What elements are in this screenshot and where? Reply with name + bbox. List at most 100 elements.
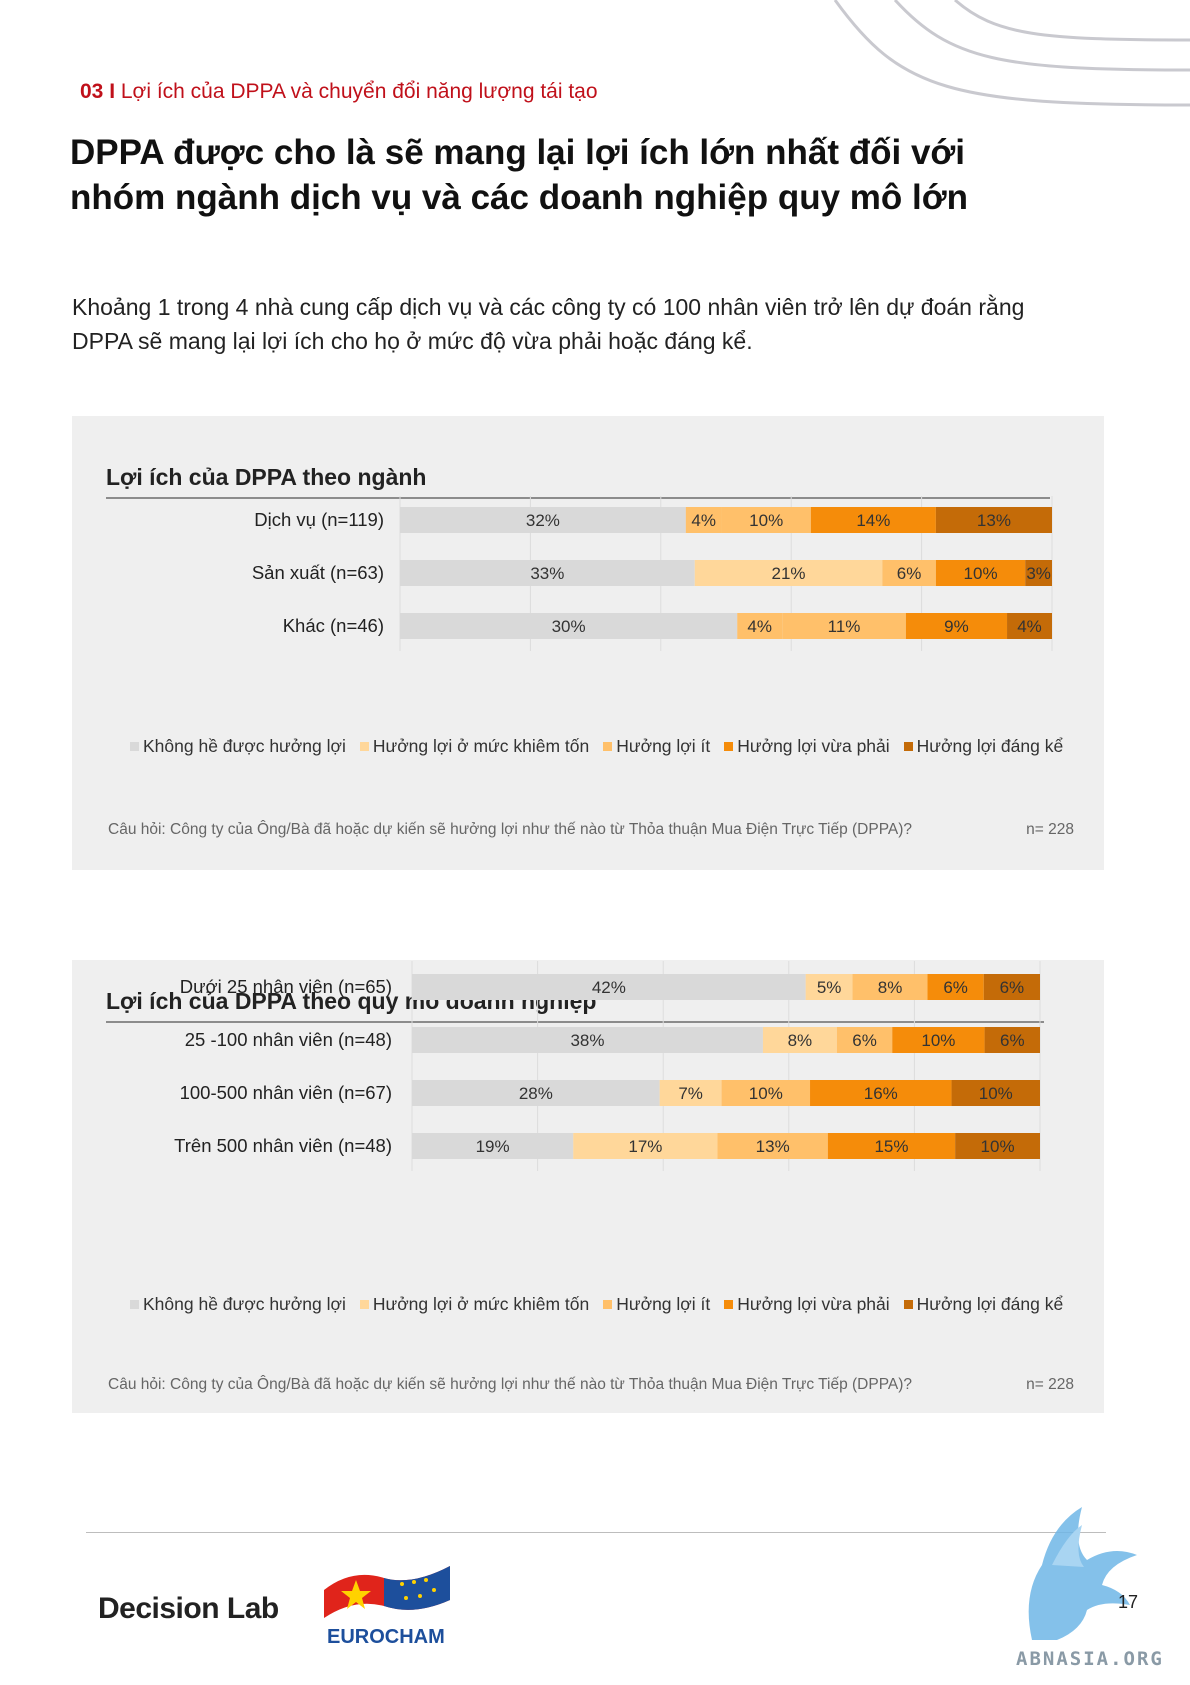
legend-swatch — [903, 742, 913, 751]
griffin-icon — [1028, 1507, 1137, 1640]
category-label: Sản xuất (n=63) — [252, 562, 384, 583]
data-label: 15% — [874, 1137, 908, 1156]
legend-item: Không hề được hưởng lợi — [130, 736, 346, 757]
bar-segment — [762, 1027, 837, 1053]
bar-segment — [400, 613, 738, 639]
legend-item: Hưởng lợi đáng kể — [903, 736, 1064, 757]
category-label: 25 -100 nhân viên (n=48) — [185, 1029, 392, 1050]
bar-segment — [935, 507, 1052, 533]
sample-size: n= 228 — [1026, 1376, 1074, 1393]
bar-segment — [412, 974, 806, 1000]
bar-row: Khác (n=46) 30% 4% 11% 9% 4% — [283, 613, 1052, 639]
bar-segment — [805, 974, 853, 1000]
data-label: 6% — [1000, 978, 1025, 997]
stacked-bar-chart-industry: Dịch vụ (n=119) 32% 4% 10% 14% 13% Sản xuất (n… — [252, 496, 1053, 651]
bar-segment — [412, 1133, 574, 1159]
data-label: 4% — [1017, 617, 1042, 636]
data-label: 10% — [749, 511, 783, 530]
category-label: Dịch vụ (n=119) — [254, 509, 384, 530]
bar-segment — [892, 1027, 985, 1053]
bar-segment — [955, 1133, 1040, 1159]
bar-segment — [951, 1080, 1040, 1106]
chart-panel-industry: Lợi ích của DPPA theo ngành Dịch vụ (n=1… — [72, 416, 1104, 870]
data-label: 6% — [852, 1031, 877, 1050]
legend-label: Hưởng lợi ở mức khiêm tốn — [372, 736, 590, 756]
bar-segment — [412, 1027, 763, 1053]
chart-legend: Không hề được hưởng lợi Hưởng lợi ở mức … — [130, 1294, 1063, 1315]
data-label: 30% — [552, 617, 586, 636]
legend-swatch — [359, 1300, 369, 1309]
data-label: 21% — [772, 564, 806, 583]
bar-segment — [810, 507, 936, 533]
data-label: 5% — [817, 978, 842, 997]
bar-segment — [905, 613, 1008, 639]
data-label: 4% — [747, 617, 772, 636]
data-label: 16% — [864, 1084, 898, 1103]
bar-row: Sản xuất (n=63) 33% 21% 6% 10% 3% — [252, 560, 1052, 586]
data-label: 42% — [592, 978, 626, 997]
data-label: 6% — [897, 564, 922, 583]
data-label: 4% — [691, 511, 716, 530]
data-label: 14% — [856, 511, 890, 530]
bar-row: Dưới 25 nhân viên (n=65) 42% 5% 8% 6% 6% — [180, 974, 1040, 1000]
eurocham-logo-text: EUROCHAM — [327, 1626, 445, 1648]
data-label: 9% — [944, 617, 969, 636]
chart-panel-company-size: Lợi ích của DPPA theo quy mô doanh nghiệ… — [72, 960, 1104, 1413]
legend-item: Hưởng lợi ở mức khiêm tốn — [359, 1294, 590, 1315]
legend-item: Hưởng lợi đáng kể — [903, 1294, 1064, 1315]
legend-label: Hưởng lợi ở mức khiêm tốn — [372, 1294, 590, 1314]
data-label: 6% — [943, 978, 968, 997]
watermark-text: ABNASIA.ORG — [1016, 1648, 1164, 1670]
data-label: 17% — [628, 1137, 662, 1156]
footer-divider — [86, 1532, 1106, 1533]
bar-segment — [1025, 560, 1052, 586]
data-label: 8% — [878, 978, 903, 997]
bar-segment — [573, 1133, 718, 1159]
bar-segment — [827, 1133, 956, 1159]
data-label: 38% — [570, 1031, 604, 1050]
bar-row: 100-500 nhân viên (n=67) 28% 7% 10% 16% 10% — [180, 1080, 1040, 1106]
bar-segment — [836, 1027, 893, 1053]
data-label: 10% — [979, 1084, 1013, 1103]
decorative-curves — [833, 0, 1190, 107]
data-label: 32% — [526, 511, 560, 530]
bar-row: Dịch vụ (n=119) 32% 4% 10% 14% 13% — [254, 507, 1052, 533]
chart-legend: Không hề được hưởng lợi Hưởng lợi ở mức … — [130, 736, 1063, 757]
legend-swatch — [603, 1300, 613, 1309]
bar-segment — [721, 507, 811, 533]
eurocham-flag-icon — [324, 1566, 450, 1618]
legend-label: Hưởng lợi vừa phải — [737, 736, 890, 756]
data-label: 10% — [921, 1031, 955, 1050]
legend-label: Hưởng lợi đáng kể — [916, 1294, 1064, 1314]
chart-note: Câu hỏi: Công ty của Ông/Bà đã hoặc dự k… — [108, 821, 913, 838]
data-label: 13% — [977, 511, 1011, 530]
bar-segment — [737, 613, 783, 639]
legend-label: Hưởng lợi ít — [616, 1294, 711, 1314]
legend-label: Hưởng lợi đáng kể — [916, 736, 1064, 756]
legend-item: Hưởng lợi vừa phải — [724, 1294, 890, 1315]
bar-segment — [927, 974, 984, 1000]
data-label: 13% — [756, 1137, 790, 1156]
legend-label: Hưởng lợi ít — [616, 736, 711, 756]
legend-item: Hưởng lợi ít — [603, 1294, 710, 1315]
bar-row: Trên 500 nhân viên (n=48) 19% 17% 13% 15% 10% — [174, 1133, 1040, 1159]
legend-swatch — [903, 1300, 913, 1309]
category-label: Trên 500 nhân viên (n=48) — [174, 1135, 392, 1156]
data-label: 10% — [964, 564, 998, 583]
legend-swatch — [724, 1300, 734, 1309]
legend-swatch — [603, 742, 613, 751]
bar-segment — [935, 560, 1026, 586]
bar-row: 25 -100 nhân viên (n=48) 38% 8% 6% 10% 6% — [185, 1027, 1040, 1053]
data-label: 10% — [981, 1137, 1015, 1156]
page-number: 17 — [1118, 1592, 1139, 1612]
legend-swatch — [130, 1300, 139, 1309]
category-label: 100-500 nhân viên (n=67) — [180, 1082, 392, 1103]
intro-text: Khoảng 1 trong 4 nhà cung cấp dịch vụ và… — [72, 294, 1025, 354]
bar-segment — [1007, 613, 1052, 639]
legend-item: Hưởng lợi ít — [603, 736, 710, 757]
legend-swatch — [724, 742, 734, 751]
section-label: 03 I Lợi ích của DPPA và chuyển đổi năng… — [80, 80, 598, 104]
data-label: 3% — [1026, 564, 1051, 583]
category-label: Dưới 25 nhân viên (n=65) — [180, 976, 392, 997]
decision-lab-logo: Decision Lab — [98, 1592, 279, 1625]
